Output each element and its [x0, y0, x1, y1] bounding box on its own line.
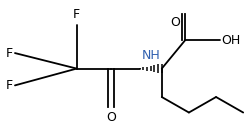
Text: O: O — [170, 16, 180, 29]
Text: O: O — [106, 111, 116, 124]
Text: F: F — [73, 8, 80, 21]
Text: NH: NH — [142, 49, 160, 62]
Text: F: F — [6, 47, 13, 60]
Text: F: F — [6, 79, 13, 92]
Text: OH: OH — [222, 34, 241, 47]
